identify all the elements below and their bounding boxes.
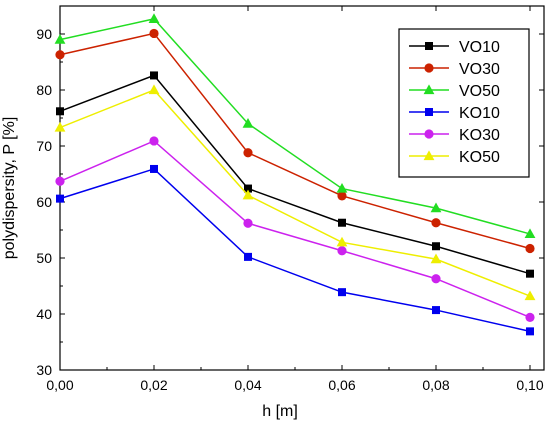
data-point-ko50 xyxy=(430,253,442,264)
legend-label: VO30 xyxy=(459,61,500,78)
x-tick-label: 0,06 xyxy=(328,377,355,393)
legend-label: VO50 xyxy=(459,83,500,100)
data-point-ko10 xyxy=(56,194,64,203)
data-point-ko30 xyxy=(149,136,159,146)
legend-label: KO50 xyxy=(459,149,500,166)
data-point-ko30 xyxy=(525,312,535,322)
data-point-vo10 xyxy=(150,71,158,80)
series-line-vo50 xyxy=(59,18,531,235)
data-point-vo10 xyxy=(526,269,534,278)
legend-marker xyxy=(423,150,435,161)
x-tick-label: 0,00 xyxy=(46,377,73,393)
data-point-vo50 xyxy=(524,228,536,239)
data-point-ko30 xyxy=(243,218,253,228)
data-point-ko50 xyxy=(336,236,348,247)
legend-item-ko50: KO50 xyxy=(409,149,500,166)
data-point-ko30 xyxy=(55,176,65,186)
legend-item-vo10: VO10 xyxy=(409,39,500,56)
series-vo30 xyxy=(55,28,535,254)
plot-area-frame xyxy=(59,5,545,371)
data-point-vo30 xyxy=(243,148,253,158)
data-point-vo50 xyxy=(148,13,160,23)
y-axis-title: polydispersity, P [%] xyxy=(1,117,18,260)
series-vo10 xyxy=(56,71,534,278)
data-point-vo10 xyxy=(56,107,64,116)
data-point-ko10 xyxy=(150,164,158,173)
data-point-ko30 xyxy=(431,274,441,284)
data-point-vo50 xyxy=(242,118,254,128)
x-tick-label: 0,02 xyxy=(140,377,167,393)
series-ko10 xyxy=(56,164,534,336)
legend-marker xyxy=(423,84,435,95)
data-point-vo10 xyxy=(244,184,252,193)
data-point-vo10 xyxy=(338,218,346,227)
legend-marker xyxy=(424,63,434,73)
series-line-ko10 xyxy=(59,168,531,333)
x-tick-label: 0,10 xyxy=(516,377,543,393)
y-tick-label: 90 xyxy=(36,26,52,42)
legend-label: KO10 xyxy=(459,105,500,122)
legend-marker xyxy=(425,42,433,50)
legend-label: VO10 xyxy=(459,39,500,56)
data-point-ko10 xyxy=(338,288,346,297)
data-point-ko10 xyxy=(432,306,440,315)
data-point-vo50 xyxy=(336,182,348,193)
data-point-ko50 xyxy=(242,189,254,200)
data-point-ko10 xyxy=(526,327,534,336)
data-point-vo10 xyxy=(432,242,440,251)
data-point-vo30 xyxy=(431,218,441,228)
legend-marker xyxy=(425,108,433,116)
legend-item-vo30: VO30 xyxy=(409,61,500,78)
data-point-ko10 xyxy=(244,252,252,261)
y-tick-label: 80 xyxy=(36,82,52,98)
legend-item-ko30: KO30 xyxy=(409,127,500,144)
x-tick-label: 0,04 xyxy=(234,377,261,393)
data-point-vo50 xyxy=(54,34,66,44)
y-tick-label: 60 xyxy=(36,194,52,210)
legend-label: KO30 xyxy=(459,127,500,144)
series-line-ko30 xyxy=(59,140,531,319)
x-axis-title: h [m] xyxy=(262,403,298,420)
series-ko30 xyxy=(55,136,535,322)
series-ko50 xyxy=(54,84,536,301)
data-point-ko50 xyxy=(524,290,536,301)
x-tick-label: 0,08 xyxy=(422,377,449,393)
data-point-ko50 xyxy=(148,84,160,95)
series-line-vo10 xyxy=(59,74,531,275)
series-line-vo30 xyxy=(59,32,531,250)
y-tick-label: 50 xyxy=(36,250,52,266)
legend-item-vo50: VO50 xyxy=(409,83,500,100)
data-point-vo30 xyxy=(55,50,65,60)
series-vo50 xyxy=(54,13,536,239)
data-point-ko30 xyxy=(337,246,347,256)
legend-box xyxy=(398,28,530,178)
data-point-vo30 xyxy=(149,28,159,39)
data-point-vo50 xyxy=(430,202,442,213)
y-tick-label: 30 xyxy=(36,362,52,378)
data-point-ko50 xyxy=(54,121,66,132)
legend-marker xyxy=(424,129,434,139)
y-tick-label: 70 xyxy=(36,138,52,154)
legend-item-ko10: KO10 xyxy=(409,105,500,122)
data-point-vo30 xyxy=(337,191,347,201)
series-line-ko50 xyxy=(59,89,531,297)
y-tick-label: 40 xyxy=(36,306,52,322)
data-point-vo30 xyxy=(525,243,535,254)
